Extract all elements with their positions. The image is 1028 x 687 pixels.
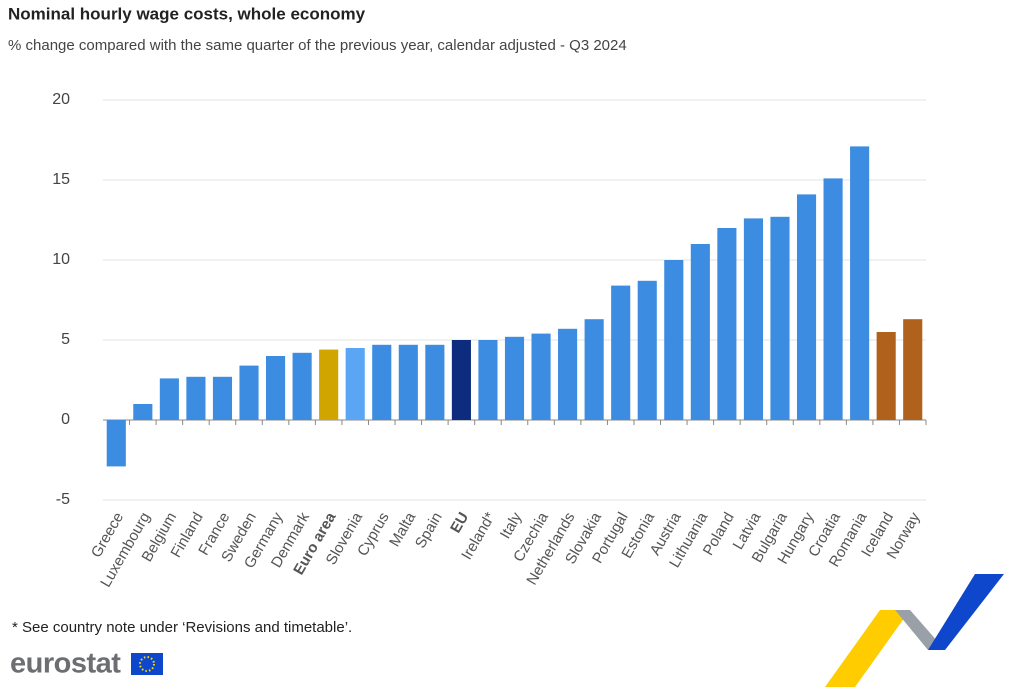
bar — [372, 344, 392, 420]
bar — [319, 349, 339, 420]
bar — [106, 420, 126, 467]
bar — [558, 328, 578, 420]
bar — [637, 280, 657, 420]
bar — [292, 352, 312, 420]
bar — [664, 260, 684, 420]
bar — [345, 348, 365, 420]
bar — [823, 178, 843, 420]
chart-title: Nominal hourly wage costs, whole economy — [8, 4, 366, 23]
bar — [186, 376, 206, 420]
bar — [504, 336, 525, 420]
y-tick-label: 20 — [52, 91, 70, 108]
footnote: * See country note under ‘Revisions and … — [12, 619, 352, 636]
bar — [478, 340, 498, 420]
bar — [717, 228, 737, 420]
y-tick-label: -5 — [56, 491, 70, 508]
bar — [239, 365, 259, 420]
x-tick-label: EU — [447, 509, 472, 536]
bar — [159, 378, 179, 420]
bar — [212, 376, 233, 420]
bar — [690, 244, 710, 420]
bar — [425, 344, 445, 420]
bar — [266, 356, 286, 420]
bar — [850, 146, 870, 420]
bar — [398, 344, 418, 420]
bar — [876, 332, 896, 420]
eu-flag — [131, 653, 163, 675]
bar — [531, 333, 551, 420]
bar — [133, 404, 153, 420]
y-tick-label: 0 — [61, 411, 70, 428]
y-tick-label: 15 — [52, 171, 70, 188]
x-tick-label: Spain — [412, 509, 446, 551]
bar — [796, 194, 817, 420]
bar — [770, 216, 790, 420]
bar — [743, 218, 763, 420]
chart-subtitle: % change compared with the same quarter … — [8, 37, 627, 54]
decor-ribbon — [825, 574, 1004, 687]
y-tick-label: 5 — [61, 331, 70, 348]
bar — [451, 340, 471, 420]
y-tick-label: 10 — [52, 251, 70, 268]
bar — [584, 319, 604, 420]
bar — [611, 285, 631, 420]
logo-text: eurostat — [10, 648, 121, 680]
bar — [903, 319, 923, 420]
